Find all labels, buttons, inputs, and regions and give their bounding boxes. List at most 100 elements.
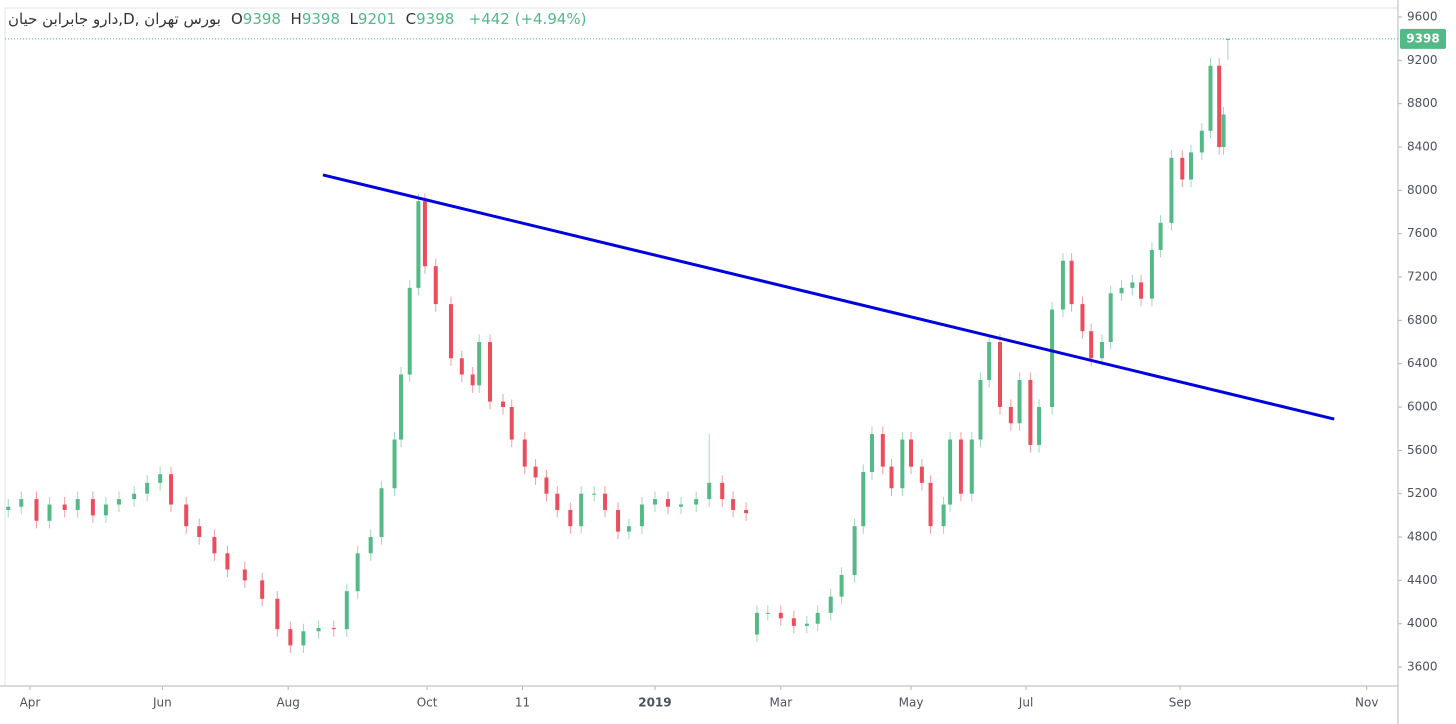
candle-body [861,472,866,527]
candle-body [555,493,560,510]
candle-body [928,482,933,527]
candle-body [433,266,438,305]
candle-body [488,342,493,402]
candle-body [694,499,699,505]
candle-body [948,439,953,505]
candle-body [652,499,657,505]
candle-body [707,482,712,500]
candle-body [6,506,11,510]
candle-body [62,504,67,510]
y-tick-label: 6000 [1407,400,1438,414]
y-tick-label: 8400 [1407,140,1438,154]
ohlc: O9398 H9398 L9201 C9398 +442 (+4.94%) [231,10,587,28]
candle-body [1188,152,1193,180]
candle-body [242,569,247,581]
x-tick-label: Sep [1169,696,1192,710]
y-tick-label: 9600 [1407,9,1438,23]
candle-body [880,434,885,467]
candle-body [1008,407,1013,424]
candle-body [422,201,427,267]
candle-body [1180,157,1185,180]
candle-body [132,493,137,500]
c-value: 9398 [416,10,455,28]
c-label: C [405,10,417,28]
candle-body [731,499,736,510]
candle-body [1130,282,1135,288]
candle-body [765,612,770,614]
y-tick-label: 3600 [1407,660,1438,674]
o-label: O [230,10,243,28]
candle-body [509,407,514,440]
candle-body [459,358,464,375]
candle-body [116,499,121,505]
x-tick-label: Aug [276,696,299,710]
candle-body [212,537,217,554]
candle-body [603,493,608,510]
candle-body [579,493,584,527]
candle-body [75,499,80,510]
candle-body [869,434,874,473]
candle-body [909,439,914,467]
candle-body [1139,282,1144,299]
change: +442 (+4.94%) [468,10,587,28]
x-tick-label: 2019 [638,696,671,710]
candle-body [969,439,974,494]
x-tick-label: Mar [769,696,792,710]
candle-body [744,509,749,514]
candle-body [889,466,894,489]
candle-body [754,612,759,635]
o-value: 9398 [242,10,281,28]
price-tag [1400,28,1446,49]
candle-body [145,482,150,494]
candle-body [919,466,924,483]
candle-body [987,342,992,380]
y-tick-label: 4400 [1407,573,1438,587]
candle-body [978,379,983,440]
candle-body [1028,379,1033,445]
candle-body [1089,331,1094,359]
y-tick-label: 8800 [1407,96,1438,110]
x-tick-label: Jun [152,696,172,710]
y-tick-label: 7200 [1407,270,1438,284]
candle-body [260,580,265,599]
l-label: L [349,10,358,28]
candle-body [448,304,453,359]
candle-body [1080,304,1085,332]
candle-body [616,509,621,532]
candle-body [316,628,321,632]
candle-body [169,474,174,505]
y-tick-label: 5200 [1407,486,1438,500]
candle-body [1169,157,1174,223]
candle-body [368,537,373,554]
candle-body [47,504,52,521]
candle-body [828,596,833,613]
candle-body [416,201,421,288]
y-tick-label: 5600 [1407,443,1438,457]
y-tick-label: 9200 [1407,53,1438,67]
candle-body [275,598,280,630]
x-tick-label: 11 [515,696,530,710]
candle-body [158,474,163,483]
header: بورس تهران ,D,دارو جابرابن حیان O9398 H9… [8,10,587,28]
candle-body [90,499,95,516]
candle-body [355,553,360,592]
candle-body [839,574,844,597]
candle-body [288,629,293,646]
candle-body [1037,407,1042,445]
candle-body [1119,287,1124,294]
candle-body [533,466,538,478]
h-label: H [290,10,302,28]
candle-body [958,439,963,494]
x-tick-label: Jul [1018,696,1033,710]
candle-body [103,504,108,516]
candle-body [301,631,306,646]
y-tick-label: 6800 [1407,313,1438,327]
candle-body [470,374,475,386]
candle-body [852,526,857,575]
candle-body [900,439,905,489]
candle-body [998,342,1002,408]
candle-body [1069,260,1074,305]
y-tick-label: 4800 [1407,530,1438,544]
